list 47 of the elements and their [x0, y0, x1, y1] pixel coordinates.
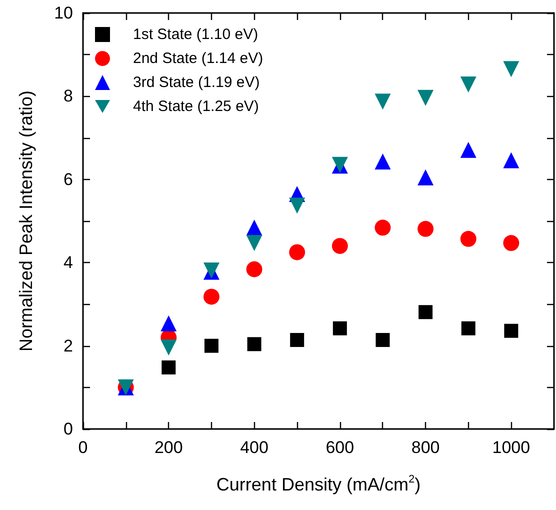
point — [504, 324, 518, 338]
legend-label: 4th State (1.25 eV) — [133, 98, 259, 115]
point — [162, 360, 176, 374]
point — [376, 332, 390, 347]
legend-label: 1st State (1.10 eV) — [133, 26, 258, 43]
x-tick-label: 600 — [326, 438, 354, 457]
point — [374, 94, 391, 110]
legend-label: 3rd State (1.19 eV) — [133, 74, 260, 91]
point — [418, 220, 434, 237]
point — [460, 230, 476, 247]
point — [247, 337, 262, 352]
point — [503, 235, 520, 252]
point — [203, 288, 220, 305]
point — [503, 152, 520, 168]
y-tick-label: 6 — [64, 170, 73, 189]
point — [418, 305, 433, 320]
point — [461, 321, 476, 336]
point — [503, 61, 520, 78]
point — [374, 220, 391, 236]
point — [246, 235, 262, 252]
legend-label: 2nd State (1.14 eV) — [133, 50, 264, 67]
point — [246, 220, 262, 236]
point — [290, 332, 304, 347]
y-tick-label: 4 — [64, 253, 73, 272]
point — [418, 90, 434, 106]
point — [460, 142, 476, 158]
point — [374, 154, 391, 170]
point — [160, 339, 177, 356]
x-tick-label: 800 — [411, 438, 440, 457]
point — [160, 315, 177, 332]
y-tick-label: 0 — [64, 420, 73, 438]
point — [289, 198, 306, 214]
x-tick-label: 0 — [78, 438, 88, 457]
point — [246, 261, 262, 278]
y-tick-label: 10 — [54, 4, 73, 22]
point — [460, 76, 476, 93]
x-tick-label: 1000 — [492, 438, 530, 457]
y-axis-title: Normalized Peak Intensity (ratio) — [16, 90, 36, 352]
point — [204, 338, 218, 353]
point — [332, 238, 348, 254]
y-tick-label: 2 — [64, 336, 73, 356]
x-tick-label: 200 — [154, 438, 183, 457]
x-tick-label: 400 — [240, 438, 268, 457]
y-tick-label: 8 — [64, 86, 73, 106]
point — [332, 321, 347, 336]
point — [418, 169, 434, 186]
point — [289, 244, 306, 260]
